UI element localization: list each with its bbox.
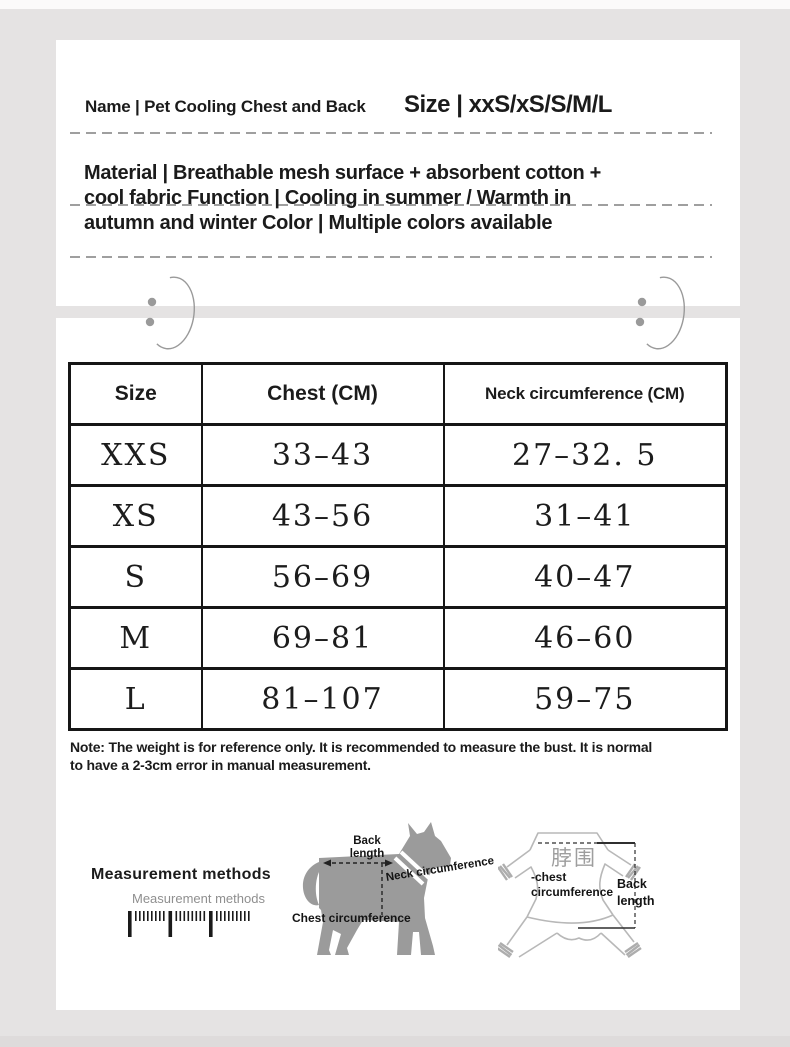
neck-cell: 27–32. 5 — [442, 423, 728, 487]
table-row: M 69–81 46–60 — [68, 606, 728, 670]
chest-cell: 33–43 — [200, 423, 445, 487]
table-row: L 81–107 59–75 — [68, 667, 728, 731]
table-row: XS 43–56 31–41 — [68, 484, 728, 548]
table-header-row: Size Chest (CM) Neck circumference (CM) — [68, 362, 728, 426]
neck-cell: 40–47 — [442, 545, 728, 609]
table-row: XXS 33–43 27–32. 5 — [68, 423, 728, 487]
dashed-divider — [70, 204, 712, 206]
dog-silhouette — [317, 822, 451, 955]
garment-chest-label: -chest circumference — [531, 870, 614, 899]
binder-ring-icon — [145, 276, 196, 350]
neck-cell: 46–60 — [442, 606, 728, 670]
neck-cell: 31–41 — [442, 484, 728, 548]
garment-diagram — [498, 832, 642, 958]
measurement-caption: Measurement methods — [132, 891, 265, 906]
dashed-divider — [70, 132, 712, 134]
note-text: Note: The weight is for reference only. … — [70, 739, 653, 773]
info-card — [56, 40, 740, 306]
column-header-neck: Neck circumference (CM) — [442, 362, 728, 426]
measurement-heading: Measurement methods — [91, 866, 271, 883]
size-cell: L — [68, 667, 203, 731]
garment-neck-cn-label: 脖围 — [551, 847, 597, 870]
neck-cell: 59–75 — [442, 667, 728, 731]
dog-chest-circumference-label: Chest circumference — [292, 911, 411, 925]
bottom-strip — [0, 1036, 790, 1047]
product-name-label: Name | Pet Cooling Chest and Back — [85, 97, 366, 116]
chest-cell: 43–56 — [200, 484, 445, 548]
chest-cell: 56–69 — [200, 545, 445, 609]
column-header-size: Size — [68, 362, 203, 426]
dog-diagram — [302, 822, 451, 955]
product-material-text: Material | Breathable mesh surface + abs… — [84, 162, 602, 234]
top-strip — [0, 0, 790, 9]
dog-back-length-label: Back length — [349, 835, 385, 860]
chest-cell: 69–81 — [200, 606, 445, 670]
binder-ring-icon — [635, 276, 686, 350]
size-chart-table: Size Chest (CM) Neck circumference (CM) … — [68, 362, 728, 731]
table-row: S 56–69 40–47 — [68, 545, 728, 609]
ruler-icon — [128, 911, 250, 937]
chest-cell: 81–107 — [200, 667, 445, 731]
size-cell: S — [68, 545, 203, 609]
column-header-chest: Chest (CM) — [200, 362, 445, 426]
size-cell: XXS — [68, 423, 203, 487]
garment-back-length-label: Back length — [617, 877, 655, 908]
product-size-label: Size | xxS/xS/S/M/L — [404, 91, 612, 118]
size-cell: M — [68, 606, 203, 670]
size-cell: XS — [68, 484, 203, 548]
dog-tail — [302, 862, 321, 906]
dashed-divider — [70, 256, 712, 258]
